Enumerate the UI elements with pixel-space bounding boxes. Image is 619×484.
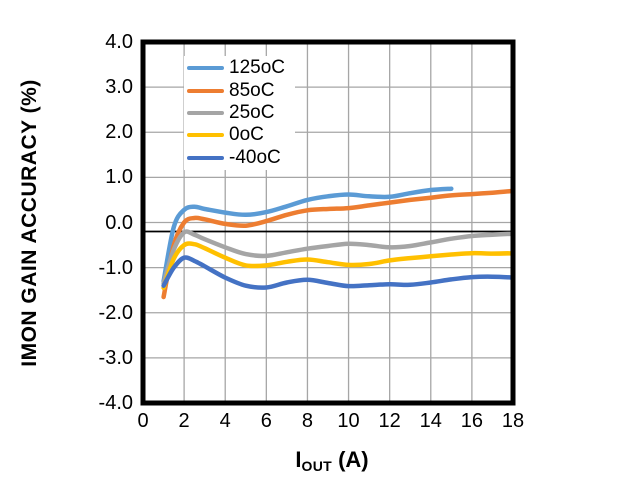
legend-label: 85oC <box>229 79 275 101</box>
y-tick-label: 3.0 <box>105 76 133 99</box>
x-tick-label: 14 <box>419 410 442 432</box>
x-axis-title: IOUT (A) <box>295 447 368 474</box>
x-axis-title-subscript: OUT <box>301 458 332 474</box>
legend-label: 25oC <box>229 101 275 123</box>
series-line-125oC <box>161 186 454 284</box>
x-tick-label: 10 <box>337 410 360 432</box>
plot-area <box>140 39 516 406</box>
legend-item-125oC: 125oC <box>187 57 285 79</box>
x-tick-label: 2 <box>178 410 190 432</box>
y-tick-label: 1.0 <box>105 166 133 189</box>
legend-line-swatch-icon <box>187 66 224 71</box>
series-line--40oC <box>161 255 516 290</box>
x-tick-label: 8 <box>301 410 313 432</box>
series-line-85oC <box>161 188 516 300</box>
legend-label: 0oC <box>229 124 264 146</box>
x-axis-title-unit: (A) <box>331 447 369 472</box>
legend-line-swatch-icon <box>187 88 224 93</box>
legend: 125oC 85oC 25oC 0oC -40oC <box>184 56 295 170</box>
x-tick-label: 4 <box>219 410 231 432</box>
y-tick-label: 2.0 <box>105 121 133 144</box>
x-tick-label: 6 <box>260 410 272 432</box>
series-line-25oC <box>161 229 516 286</box>
legend-label: -40oC <box>229 146 281 168</box>
x-axis-title-main: I <box>295 447 302 472</box>
legend-line-swatch-icon <box>187 133 224 138</box>
series-line-0oC <box>161 241 516 291</box>
y-tick-label: 4.0 <box>105 31 133 53</box>
x-tick-label: 16 <box>460 410 483 432</box>
legend-item-0oC: 0oC <box>187 124 285 146</box>
y-tick-label: -3.0 <box>98 346 133 369</box>
legend-label: 125oC <box>229 57 285 79</box>
y-tick-label: -2.0 <box>98 301 133 324</box>
legend-item-85oC: 85oC <box>187 79 285 101</box>
legend-item-25oC: 25oC <box>187 102 285 124</box>
x-tick-label: 12 <box>378 410 401 432</box>
legend-line-swatch-icon <box>187 110 224 115</box>
x-tick-label: 18 <box>501 410 525 432</box>
x-tick-label: 0 <box>137 410 149 432</box>
y-tick-label: 0.0 <box>105 211 133 234</box>
legend-item--40oC: -40oC <box>187 147 285 169</box>
legend-line-swatch-icon <box>187 155 224 160</box>
y-tick-label: -4.0 <box>98 392 133 414</box>
y-axis-title: IMON GAIN ACCURACY (%) <box>18 79 41 367</box>
y-tick-label: -1.0 <box>98 256 133 279</box>
plot-border <box>140 39 516 406</box>
